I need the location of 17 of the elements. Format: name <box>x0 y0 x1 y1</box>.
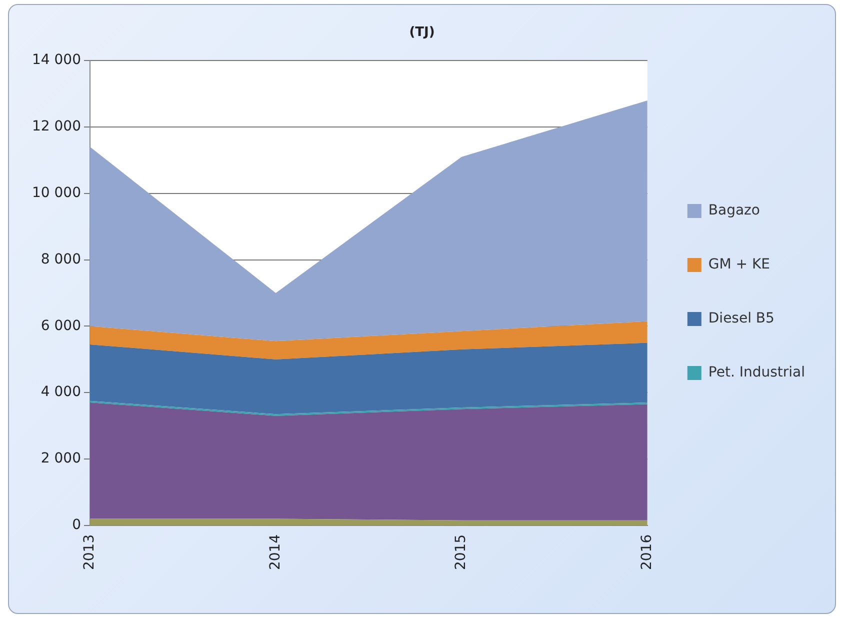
y-tick-label: 0 <box>72 517 81 534</box>
y-tick-label: 8 000 <box>40 251 81 268</box>
legend-label: Pet. Industrial <box>708 364 806 381</box>
y-tick-label: 12 000 <box>32 118 81 135</box>
y-tick-label: 2 000 <box>40 450 81 467</box>
x-tick-label: 2015 <box>453 534 470 570</box>
y-tick-label: 6 000 <box>40 318 81 334</box>
y-tick-label: 4 000 <box>40 384 81 400</box>
legend-label: GM + KE <box>708 256 770 273</box>
y-tick-label: 10 000 <box>32 185 81 202</box>
legend-label: Bagazo <box>708 202 760 219</box>
x-tick-label: 2014 <box>267 534 284 570</box>
x-tick-label: 2016 <box>639 534 656 570</box>
y-tick-label: 14 000 <box>32 52 81 68</box>
chart-title: (TJ) <box>409 25 435 40</box>
x-tick-label: 2013 <box>82 534 98 570</box>
legend-label: Diesel B5 <box>708 310 774 327</box>
